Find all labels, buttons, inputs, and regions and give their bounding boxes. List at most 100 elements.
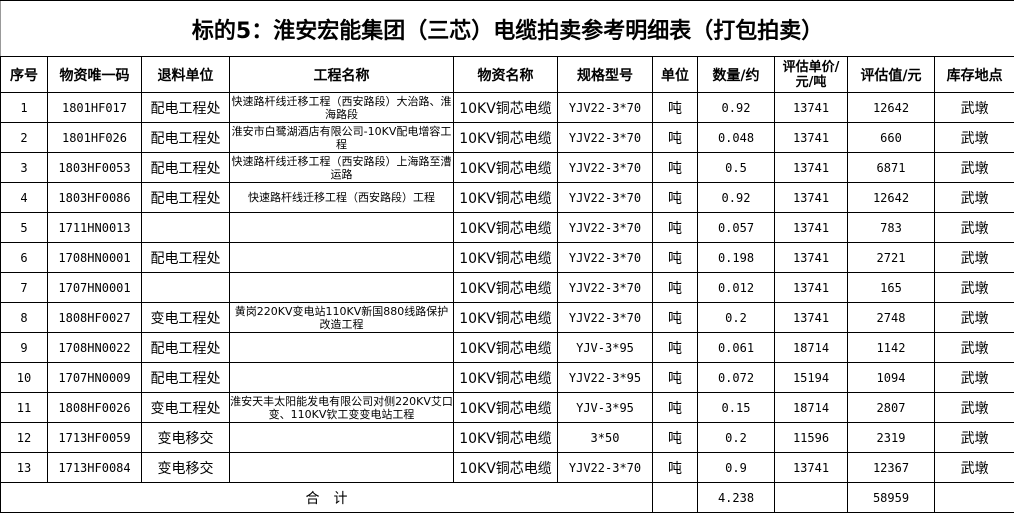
col-value-cell[interactable]: 783: [847, 212, 935, 243]
col-location-cell[interactable]: 武墩: [933, 212, 1014, 243]
col-quantity-cell[interactable]: 0.15: [697, 392, 775, 423]
col-value-cell[interactable]: 2319: [847, 422, 935, 453]
col-unit-cell[interactable]: 吨: [652, 272, 698, 303]
col-index-cell[interactable]: 9: [0, 332, 48, 363]
col-index-cell[interactable]: 3: [0, 152, 48, 183]
col-unit-price-cell[interactable]: 13741: [774, 182, 848, 213]
col-quantity-cell[interactable]: 0.9: [697, 452, 775, 483]
col-return-unit-cell[interactable]: 变电工程处: [141, 392, 230, 423]
col-unit-price-cell[interactable]: 13741: [774, 242, 848, 273]
col-location-cell[interactable]: 武墩: [933, 152, 1014, 183]
col-location-cell[interactable]: 武墩: [933, 332, 1014, 363]
col-spec-cell[interactable]: YJV-3*95: [557, 332, 653, 363]
col-project-name-cell[interactable]: [229, 452, 454, 483]
col-value-cell[interactable]: 6871: [847, 152, 935, 183]
col-project-name-cell[interactable]: [229, 332, 454, 363]
col-material-name-cell[interactable]: 10KV铜芯电缆: [453, 422, 558, 453]
col-quantity-cell[interactable]: 0.2: [697, 422, 775, 453]
col-return-unit-cell[interactable]: 配电工程处: [141, 152, 230, 183]
col-spec-cell[interactable]: YJV22-3*70: [557, 122, 653, 153]
col-index-cell[interactable]: 5: [0, 212, 48, 243]
col-value-cell[interactable]: 1142: [847, 332, 935, 363]
col-spec-cell[interactable]: YJV22-3*70: [557, 92, 653, 123]
col-index-cell[interactable]: 1: [0, 92, 48, 123]
col-material-code-cell[interactable]: 1708HN0001: [47, 242, 142, 273]
col-index-cell[interactable]: 2: [0, 122, 48, 153]
col-material-code-cell[interactable]: 1708HN0022: [47, 332, 142, 363]
col-project-name-cell[interactable]: [229, 422, 454, 453]
col-index-cell[interactable]: 13: [0, 452, 48, 483]
col-quantity-cell[interactable]: 0.057: [697, 212, 775, 243]
col-value-cell[interactable]: 2748: [847, 302, 935, 333]
col-return-unit-cell[interactable]: 配电工程处: [141, 242, 230, 273]
col-unit-price-cell[interactable]: 13741: [774, 122, 848, 153]
col-unit-cell[interactable]: 吨: [652, 362, 698, 393]
col-material-code-cell[interactable]: 1707HN0001: [47, 272, 142, 303]
col-location-cell[interactable]: 武墩: [933, 302, 1014, 333]
col-material-name-cell[interactable]: 10KV铜芯电缆: [453, 392, 558, 423]
col-material-code-cell[interactable]: 1803HF0086: [47, 182, 142, 213]
col-location-cell[interactable]: 武墩: [933, 392, 1014, 423]
col-location-cell[interactable]: 武墩: [933, 452, 1014, 483]
col-quantity-cell[interactable]: 0.061: [697, 332, 775, 363]
col-unit-cell[interactable]: 吨: [652, 452, 698, 483]
col-return-unit-cell[interactable]: 配电工程处: [141, 182, 230, 213]
col-material-code-cell[interactable]: 1707HN0009: [47, 362, 142, 393]
col-location-cell[interactable]: 武墩: [933, 242, 1014, 273]
col-location-cell[interactable]: 武墩: [933, 422, 1014, 453]
col-material-name-cell[interactable]: 10KV铜芯电缆: [453, 272, 558, 303]
col-quantity-cell[interactable]: 0.2: [697, 302, 775, 333]
col-material-name-cell[interactable]: 10KV铜芯电缆: [453, 212, 558, 243]
col-return-unit-cell[interactable]: 配电工程处: [141, 362, 230, 393]
col-index-cell[interactable]: 4: [0, 182, 48, 213]
col-material-name-cell[interactable]: 10KV铜芯电缆: [453, 242, 558, 273]
col-material-name-cell[interactable]: 10KV铜芯电缆: [453, 122, 558, 153]
col-material-code-cell[interactable]: 1803HF0053: [47, 152, 142, 183]
col-index-cell[interactable]: 6: [0, 242, 48, 273]
col-spec-cell[interactable]: YJV22-3*70: [557, 152, 653, 183]
col-spec-cell[interactable]: YJV-3*95: [557, 392, 653, 423]
col-spec-cell[interactable]: YJV22-3*95: [557, 362, 653, 393]
col-material-code-cell[interactable]: 1713HF0059: [47, 422, 142, 453]
col-spec-cell[interactable]: YJV22-3*70: [557, 302, 653, 333]
col-index-cell[interactable]: 8: [0, 302, 48, 333]
col-material-name-cell[interactable]: 10KV铜芯电缆: [453, 302, 558, 333]
col-location-cell[interactable]: 武墩: [933, 272, 1014, 303]
col-spec-cell[interactable]: YJV22-3*70: [557, 182, 653, 213]
col-return-unit-cell[interactable]: 变电移交: [141, 452, 230, 483]
col-project-name-cell[interactable]: [229, 362, 454, 393]
col-spec-cell[interactable]: YJV22-3*70: [557, 452, 653, 483]
col-quantity-cell[interactable]: 0.048: [697, 122, 775, 153]
col-material-name-cell[interactable]: 10KV铜芯电缆: [453, 452, 558, 483]
col-unit-cell[interactable]: 吨: [652, 152, 698, 183]
col-location-cell[interactable]: 武墩: [933, 122, 1014, 153]
col-return-unit-cell[interactable]: [141, 212, 230, 243]
col-value-cell[interactable]: 2807: [847, 392, 935, 423]
col-value-cell[interactable]: 12642: [847, 92, 935, 123]
col-unit-price-cell[interactable]: 13741: [774, 92, 848, 123]
col-material-code-cell[interactable]: 1808HF0026: [47, 392, 142, 423]
col-unit-price-cell[interactable]: 15194: [774, 362, 848, 393]
col-unit-price-cell[interactable]: 13741: [774, 302, 848, 333]
col-material-name-cell[interactable]: 10KV铜芯电缆: [453, 182, 558, 213]
col-value-cell[interactable]: 660: [847, 122, 935, 153]
col-value-cell[interactable]: 12367: [847, 452, 935, 483]
col-material-code-cell[interactable]: 1808HF0027: [47, 302, 142, 333]
col-project-name-cell[interactable]: 黄岗220KV变电站110KV新国880线路保护改造工程: [229, 302, 454, 333]
col-return-unit-cell[interactable]: 配电工程处: [141, 122, 230, 153]
col-value-cell[interactable]: 12642: [847, 182, 935, 213]
col-quantity-cell[interactable]: 0.198: [697, 242, 775, 273]
col-project-name-cell[interactable]: 淮安市白鹭湖酒店有限公司-10KV配电增容工程: [229, 122, 454, 153]
col-material-code-cell[interactable]: 1711HN0013: [47, 212, 142, 243]
col-spec-cell[interactable]: YJV22-3*70: [557, 242, 653, 273]
col-project-name-cell[interactable]: 淮安天丰太阳能发电有限公司对侧220KV艾口变、110KV钦工变变电站工程: [229, 392, 454, 423]
col-unit-price-cell[interactable]: 18714: [774, 392, 848, 423]
col-location-cell[interactable]: 武墩: [933, 92, 1014, 123]
col-unit-cell[interactable]: 吨: [652, 242, 698, 273]
col-unit-price-cell[interactable]: 13741: [774, 152, 848, 183]
col-material-name-cell[interactable]: 10KV铜芯电缆: [453, 362, 558, 393]
col-location-cell[interactable]: 武墩: [933, 182, 1014, 213]
col-spec-cell[interactable]: YJV22-3*70: [557, 272, 653, 303]
col-unit-cell[interactable]: 吨: [652, 392, 698, 423]
col-material-code-cell[interactable]: 1713HF0084: [47, 452, 142, 483]
